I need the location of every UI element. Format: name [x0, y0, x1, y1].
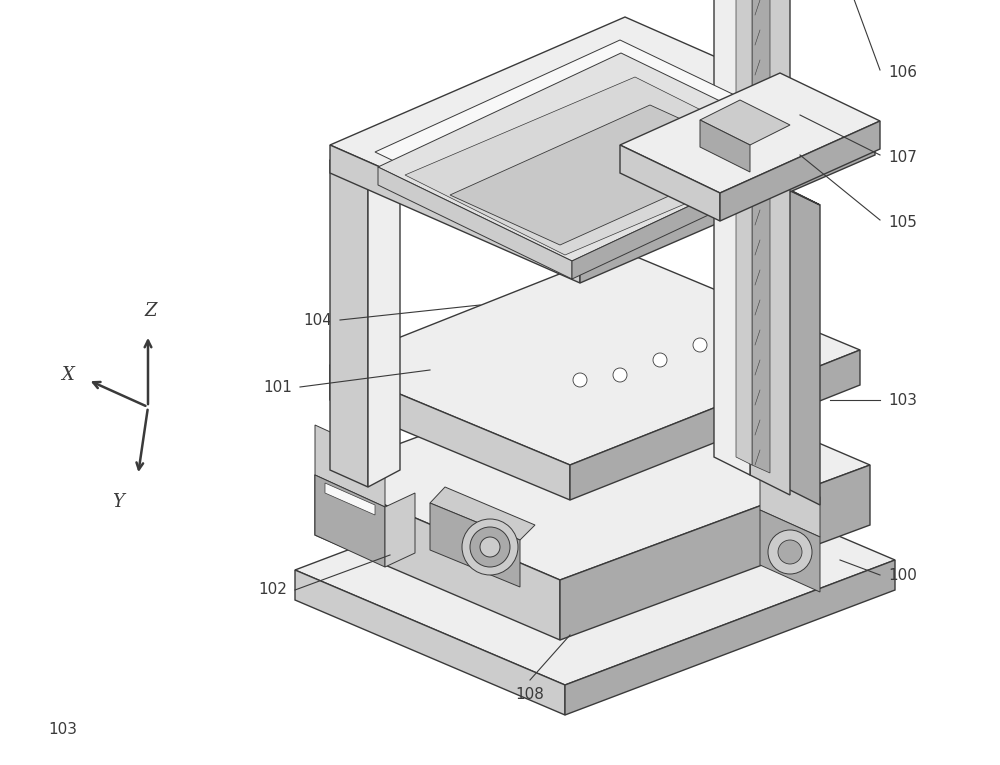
Polygon shape [295, 445, 895, 685]
Polygon shape [330, 330, 390, 392]
Polygon shape [450, 105, 760, 245]
Circle shape [693, 338, 707, 352]
Text: X: X [62, 366, 74, 384]
Circle shape [573, 373, 587, 387]
Circle shape [733, 323, 747, 337]
Circle shape [470, 527, 510, 567]
Circle shape [462, 519, 518, 575]
Polygon shape [736, 0, 752, 465]
Polygon shape [742, 167, 820, 205]
Polygon shape [780, 185, 820, 505]
Polygon shape [700, 120, 750, 172]
Polygon shape [330, 17, 875, 255]
Polygon shape [580, 127, 875, 283]
Polygon shape [620, 73, 880, 193]
Polygon shape [430, 487, 535, 540]
Polygon shape [330, 145, 580, 283]
Polygon shape [405, 77, 795, 255]
Circle shape [480, 537, 500, 557]
Polygon shape [315, 475, 385, 567]
Text: 100: 100 [888, 568, 917, 582]
Text: 103: 103 [48, 722, 77, 737]
Polygon shape [720, 121, 880, 221]
Polygon shape [714, 0, 750, 475]
Polygon shape [315, 425, 385, 507]
Polygon shape [330, 365, 570, 500]
Text: 103: 103 [888, 392, 917, 408]
Polygon shape [742, 167, 780, 485]
Circle shape [778, 540, 802, 564]
Text: 102: 102 [258, 582, 287, 597]
Text: Y: Y [112, 493, 124, 511]
Polygon shape [378, 53, 815, 261]
Polygon shape [330, 160, 368, 487]
Polygon shape [368, 160, 400, 487]
Polygon shape [572, 147, 815, 279]
Text: 105: 105 [888, 214, 917, 230]
Polygon shape [330, 365, 390, 427]
Polygon shape [752, 0, 770, 473]
Polygon shape [760, 470, 820, 537]
Polygon shape [315, 475, 560, 640]
Polygon shape [330, 143, 400, 177]
Polygon shape [325, 483, 375, 515]
Polygon shape [565, 560, 895, 715]
Polygon shape [760, 510, 820, 592]
Polygon shape [560, 465, 870, 640]
Text: 107: 107 [888, 149, 917, 164]
Polygon shape [330, 250, 860, 465]
Circle shape [773, 308, 787, 322]
Polygon shape [378, 167, 572, 279]
Circle shape [653, 353, 667, 367]
Circle shape [613, 368, 627, 382]
Polygon shape [295, 570, 565, 715]
Polygon shape [315, 360, 870, 580]
Polygon shape [430, 503, 520, 587]
Text: 101: 101 [263, 379, 292, 395]
Text: 104: 104 [303, 312, 332, 327]
Polygon shape [750, 0, 790, 495]
Polygon shape [700, 100, 790, 145]
Polygon shape [620, 145, 720, 221]
Circle shape [768, 530, 812, 574]
Text: 108: 108 [516, 687, 544, 702]
Text: Z: Z [145, 302, 157, 320]
Text: 106: 106 [888, 64, 917, 80]
Polygon shape [385, 493, 415, 567]
Polygon shape [570, 350, 860, 500]
Polygon shape [375, 40, 822, 249]
